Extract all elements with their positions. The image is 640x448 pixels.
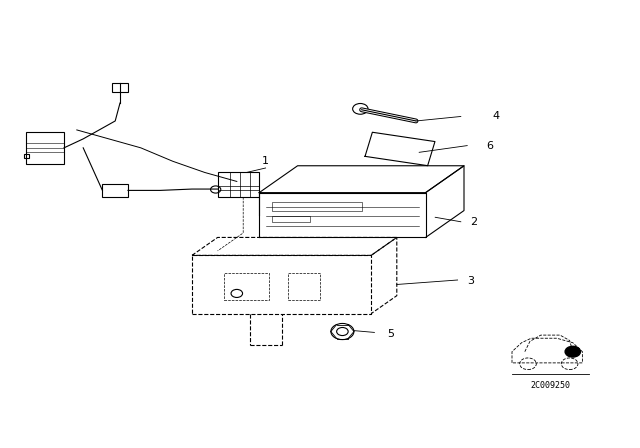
Text: 6: 6 xyxy=(486,141,493,151)
Bar xyxy=(24,154,29,158)
Text: 2: 2 xyxy=(470,217,477,227)
Bar xyxy=(272,202,362,211)
Circle shape xyxy=(565,346,580,357)
Text: 4: 4 xyxy=(493,111,500,121)
Bar xyxy=(224,273,269,300)
Bar xyxy=(288,273,320,300)
Bar xyxy=(272,216,310,222)
Text: 3: 3 xyxy=(467,276,474,286)
Bar xyxy=(218,172,259,197)
Bar xyxy=(26,132,64,164)
Text: 2C009250: 2C009250 xyxy=(531,381,570,390)
Text: 5: 5 xyxy=(387,329,394,339)
Bar xyxy=(102,184,128,197)
Text: 1: 1 xyxy=(262,156,269,166)
Bar xyxy=(112,83,128,92)
